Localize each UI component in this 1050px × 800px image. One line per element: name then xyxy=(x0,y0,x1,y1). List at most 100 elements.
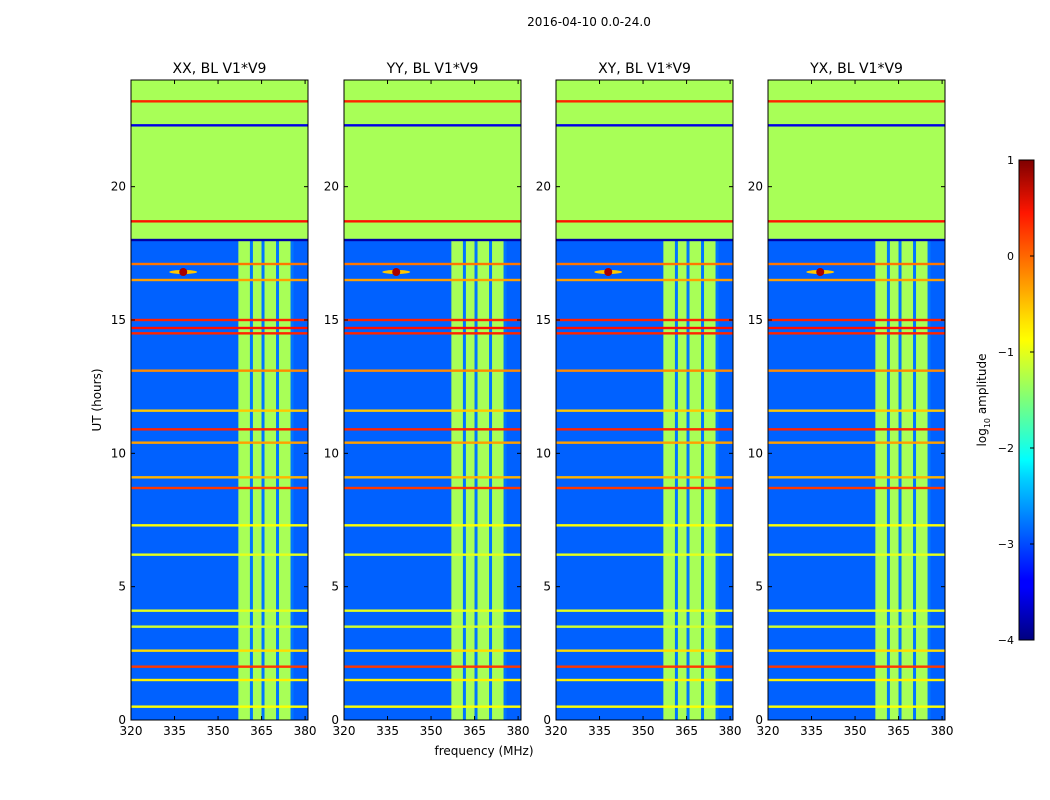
x-tick-label: 320 xyxy=(545,724,568,738)
panel-frame xyxy=(767,79,946,721)
y-tick-label: 20 xyxy=(324,180,339,194)
heatmap-rfi-line xyxy=(344,326,521,330)
y-tick-label: 10 xyxy=(111,446,126,460)
heatmap-rfi-line xyxy=(344,409,521,412)
heatmap-rfi-line xyxy=(556,278,733,282)
heatmap-rfi-line xyxy=(131,705,308,708)
heatmap-band-divider xyxy=(913,80,917,720)
heatmap-rfi-line xyxy=(131,100,308,103)
heatmap-rfi-line xyxy=(768,238,945,242)
heatmap-rfi-line xyxy=(556,625,733,628)
heatmap-rfi-line xyxy=(768,124,945,127)
panel-frame xyxy=(555,79,734,721)
heatmap-rfi-line xyxy=(556,524,733,527)
heatmap-rfi-line xyxy=(556,665,733,668)
panel-4: YX, BL V1*V9 320 335 350 365 380 0 5 10 15 20 xyxy=(748,61,954,738)
heatmap-rfi-line xyxy=(768,100,945,103)
heatmap-rfi-line xyxy=(344,524,521,527)
heatmap-rfi-line xyxy=(768,409,945,412)
x-tick-label: 335 xyxy=(376,724,399,738)
heatmap-rfi-line xyxy=(131,625,308,628)
heatmap-rfi-line xyxy=(556,409,733,412)
heatmap-rfi-line xyxy=(556,220,733,223)
y-axis-label: UT (hours) xyxy=(90,368,104,431)
heatmap-flagged-region xyxy=(131,80,308,240)
colorbar-label-sub: 10 xyxy=(983,418,992,428)
heatmap-flagged-region xyxy=(556,80,733,240)
colorbar-label-prefix: log xyxy=(975,428,989,446)
heatmap-rfi-line xyxy=(131,486,308,490)
heatmap-rfi-line xyxy=(131,441,308,444)
heatmap-band-divider xyxy=(898,80,902,720)
heatmap-rfi-line xyxy=(556,369,733,372)
heatmap-rfi-line xyxy=(768,318,945,322)
y-tick-label: 0 xyxy=(543,713,551,727)
panel-2: YY, BL V1*V9 320 335 350 365 380 0 5 10 15 20 xyxy=(324,61,530,738)
y-tick-label: 20 xyxy=(536,180,551,194)
heatmap-rfi-line xyxy=(556,238,733,242)
y-tick-label: 15 xyxy=(748,313,763,327)
heatmap-rfi-line xyxy=(344,609,521,612)
panel-title: YY, BL V1*V9 xyxy=(386,61,479,77)
heatmap-panels: XX, BL V1*V9 320 335 350 365 380 0 5 10 15 20 YY, B… xyxy=(111,61,954,738)
panel-frame xyxy=(130,79,309,721)
panel-frame xyxy=(343,79,522,721)
heatmap-band-divider xyxy=(674,80,678,720)
heatmap-rfi-line xyxy=(344,124,521,127)
colorbar-tick-label: −3 xyxy=(998,538,1014,551)
heatmap-rfi-line xyxy=(768,705,945,708)
x-tick-label: 350 xyxy=(844,724,867,738)
x-tick-label: 380 xyxy=(294,724,317,738)
heatmap-band-divider xyxy=(474,80,478,720)
heatmap-rfi-line xyxy=(556,486,733,490)
heatmap-hot-spot xyxy=(179,268,188,276)
heatmap-rfi-line xyxy=(768,486,945,490)
heatmap-rfi-line xyxy=(131,409,308,412)
x-tick-label: 380 xyxy=(719,724,742,738)
x-tick-label: 350 xyxy=(420,724,443,738)
y-tick-label: 15 xyxy=(324,313,339,327)
heatmap-band-divider xyxy=(715,80,719,720)
colorbar-tick-label: −1 xyxy=(998,346,1014,359)
colorbar-label: log10 amplitude xyxy=(975,354,992,447)
heatmap-rfi-line xyxy=(768,332,945,335)
x-tick-label: 365 xyxy=(463,724,486,738)
heatmap-rfi-line xyxy=(131,476,308,479)
heatmap-band-divider xyxy=(249,80,253,720)
y-tick-label: 10 xyxy=(324,446,339,460)
heatmap-rfi-line xyxy=(556,332,733,335)
heatmap-rfi-line xyxy=(556,124,733,127)
heatmap-rfi-line xyxy=(344,428,521,431)
heatmap-band-divider xyxy=(686,80,690,720)
x-tick-label: 335 xyxy=(588,724,611,738)
colorbar-tick-label: 0 xyxy=(1007,250,1014,263)
heatmap-rfi-line xyxy=(768,649,945,652)
heatmap-rfi-line xyxy=(131,553,308,556)
heatmap-rfi-line xyxy=(768,609,945,612)
heatmap-flagged-region xyxy=(768,80,945,240)
heatmap-rfi-line xyxy=(131,649,308,652)
heatmap-rfi-line xyxy=(768,625,945,628)
heatmap-rfi-line xyxy=(131,332,308,335)
panel-title: XX, BL V1*V9 xyxy=(173,61,267,77)
x-tick-label: 380 xyxy=(507,724,530,738)
x-tick-label: 320 xyxy=(333,724,356,738)
heatmap-rfi-line xyxy=(344,678,521,682)
heatmap-band-divider xyxy=(462,80,466,720)
heatmap-rfi-line xyxy=(556,649,733,652)
x-tick-label: 335 xyxy=(163,724,186,738)
y-tick-label: 5 xyxy=(543,580,551,594)
heatmap-rfi-line xyxy=(556,678,733,682)
y-tick-label: 15 xyxy=(111,313,126,327)
heatmap-rfi-line xyxy=(768,524,945,527)
heatmap-rfi-line xyxy=(768,553,945,556)
panel-title: XY, BL V1*V9 xyxy=(598,61,691,77)
heatmap-rfi-line xyxy=(131,278,308,282)
heatmap-rfi-line xyxy=(131,665,308,668)
heatmap-rfi-line xyxy=(344,100,521,103)
heatmap-band-divider xyxy=(290,80,294,720)
heatmap-rfi-line xyxy=(344,238,521,242)
colorbar-gradient xyxy=(1018,159,1035,641)
heatmap-rfi-line xyxy=(131,262,308,266)
heatmap-rfi-line xyxy=(556,441,733,444)
